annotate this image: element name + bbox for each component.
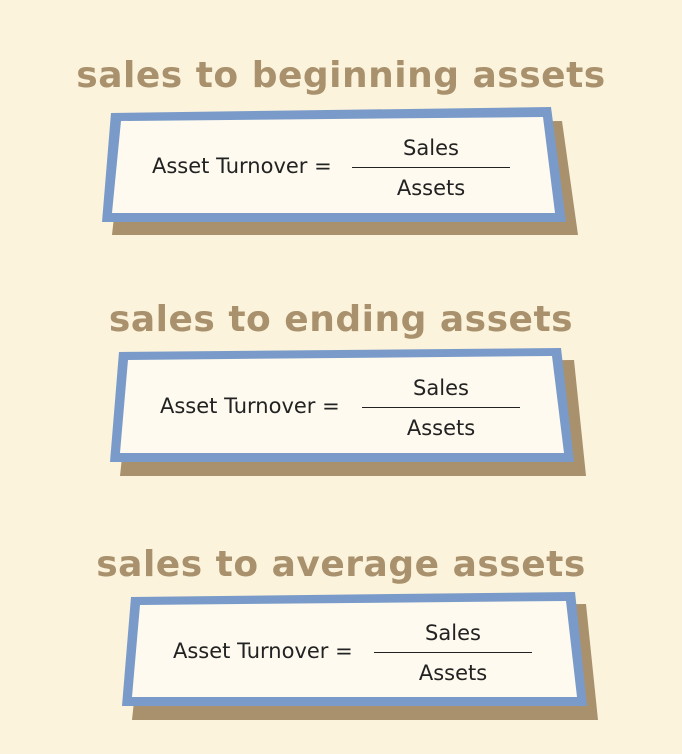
fraction-denominator: Assets: [396, 176, 466, 200]
formula-beginning-assets: Asset Turnover =: [152, 154, 332, 178]
fraction-numerator: Sales: [413, 376, 469, 400]
fraction-denominator: Assets: [406, 416, 476, 440]
fraction-numerator: Sales: [425, 621, 481, 645]
box-1-panel: [112, 117, 555, 213]
box-2-panel: [120, 356, 564, 453]
formula-lhs: Asset Turnover =: [152, 154, 332, 178]
heading-average-assets: sales to average assets: [96, 544, 586, 585]
box-3-panel: [132, 601, 577, 697]
heading-ending-assets: sales to ending assets: [108, 299, 574, 340]
heading-beginning-assets: sales to beginning assets: [76, 55, 606, 96]
formula-average-assets: Asset Turnover =: [173, 639, 353, 663]
fraction-bar: [374, 652, 532, 653]
fraction-numerator: Sales: [403, 136, 459, 160]
fraction-denominator: Assets: [418, 661, 488, 685]
formula-lhs: Asset Turnover =: [160, 394, 340, 418]
formula-lhs: Asset Turnover =: [173, 639, 353, 663]
formula-ending-assets: Asset Turnover =: [160, 394, 340, 418]
fraction-bar: [362, 407, 520, 408]
fraction-bar: [352, 167, 510, 168]
